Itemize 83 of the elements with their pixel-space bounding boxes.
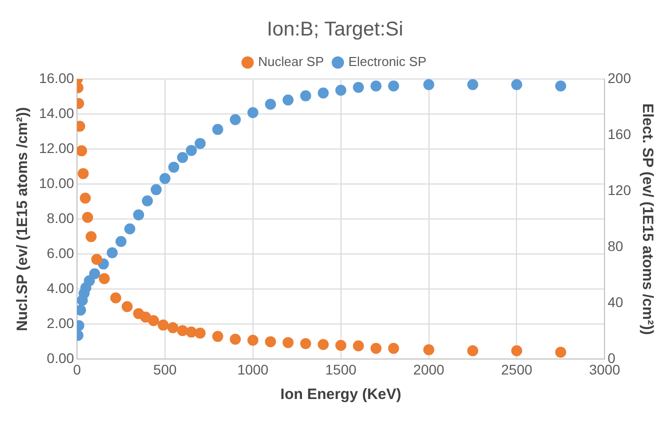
point bbox=[177, 152, 188, 163]
point bbox=[106, 247, 118, 258]
point bbox=[89, 268, 100, 280]
point bbox=[86, 231, 97, 242]
x-tick-label: 2000 bbox=[413, 361, 445, 378]
point bbox=[194, 328, 206, 339]
y-tick-label: 14.00 bbox=[38, 104, 74, 121]
y2-tick-label: 80 bbox=[608, 238, 624, 254]
x-tick-label: 500 bbox=[153, 361, 177, 378]
point bbox=[282, 337, 294, 348]
y-tick-label: 10.00 bbox=[38, 174, 74, 191]
point bbox=[110, 292, 122, 304]
point bbox=[318, 88, 329, 99]
point bbox=[82, 212, 94, 223]
point bbox=[467, 345, 478, 356]
point bbox=[555, 80, 566, 92]
point bbox=[158, 320, 169, 331]
y-tick-label: 8.00 bbox=[46, 210, 74, 226]
point bbox=[388, 80, 400, 92]
point bbox=[186, 326, 197, 338]
point bbox=[133, 209, 144, 220]
point bbox=[370, 80, 382, 92]
x-tick-label: 1000 bbox=[237, 361, 269, 378]
point bbox=[230, 114, 241, 126]
y-tick-label: 6.00 bbox=[46, 244, 74, 261]
y2-tick-label: 200 bbox=[608, 70, 632, 86]
point bbox=[230, 334, 241, 345]
point bbox=[247, 334, 258, 346]
point bbox=[467, 79, 478, 90]
y-tick-label: 12.00 bbox=[38, 140, 74, 156]
point bbox=[335, 84, 346, 96]
point bbox=[78, 168, 89, 180]
y-tick-label: 16.00 bbox=[38, 70, 74, 86]
y-axis-title: Nucl.SP (ev/ (1E15 atoms /cm²)) bbox=[14, 107, 32, 332]
point bbox=[77, 145, 88, 156]
point bbox=[282, 94, 294, 106]
point bbox=[352, 82, 364, 93]
point bbox=[186, 144, 197, 156]
point bbox=[91, 254, 102, 265]
chart-title: Ion:B; Target:Si bbox=[266, 18, 404, 41]
point bbox=[264, 98, 276, 110]
point bbox=[124, 223, 136, 234]
point bbox=[150, 184, 162, 196]
point bbox=[98, 273, 110, 284]
point bbox=[212, 124, 224, 135]
y2-tick-label: 40 bbox=[608, 294, 624, 310]
x-tick-label: 1500 bbox=[325, 361, 357, 378]
point bbox=[300, 90, 312, 102]
x-tick-label: 2500 bbox=[501, 361, 532, 378]
y2-tick-label: 160 bbox=[608, 126, 632, 142]
point bbox=[352, 340, 364, 352]
y2-axis-title: Elect. SP (ev/ (1E15 atoms /cm²)) bbox=[638, 103, 656, 335]
x-axis-title: Ion Energy (KeV) bbox=[280, 386, 402, 404]
point bbox=[148, 315, 160, 326]
point bbox=[388, 342, 400, 354]
y-tick-label: 0.00 bbox=[46, 350, 74, 366]
point bbox=[247, 107, 258, 118]
point bbox=[167, 322, 178, 334]
y2-tick-label: 120 bbox=[608, 182, 632, 198]
point bbox=[264, 336, 276, 348]
point bbox=[370, 342, 382, 354]
point bbox=[511, 79, 522, 90]
point bbox=[194, 138, 206, 149]
point bbox=[212, 330, 224, 342]
y-tick-label: 2.00 bbox=[46, 315, 74, 332]
point bbox=[318, 338, 329, 350]
point bbox=[335, 340, 346, 351]
point bbox=[168, 162, 180, 173]
point bbox=[511, 345, 522, 356]
point bbox=[142, 195, 153, 206]
point bbox=[159, 172, 170, 184]
point bbox=[423, 344, 434, 356]
point bbox=[300, 338, 312, 350]
point bbox=[116, 236, 126, 248]
point bbox=[80, 192, 91, 204]
legend-label: Nuclear SP bbox=[258, 54, 324, 70]
point bbox=[122, 301, 133, 312]
point bbox=[555, 346, 566, 358]
y-tick-label: 4.00 bbox=[46, 280, 74, 296]
point bbox=[177, 325, 188, 336]
legend-label: Electronic SP bbox=[348, 54, 426, 70]
point bbox=[423, 79, 434, 90]
x-tick-label: 0 bbox=[73, 361, 82, 378]
